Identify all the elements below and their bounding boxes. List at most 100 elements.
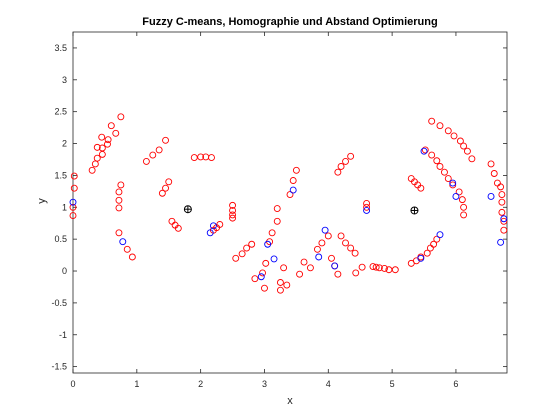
data-point (417, 184, 425, 192)
data-point (315, 253, 323, 261)
x-tick-label: 0 (70, 379, 75, 389)
y-tick-label: 2 (62, 139, 67, 149)
data-point (498, 198, 506, 206)
plot-area: 0 1 2 3 4 5 6 -1.5 -1 -0.5 0 0.5 1 1.5 2 2.5 3 3.5 (51, 31, 508, 389)
y-tick-label: -0.5 (51, 298, 67, 308)
data-point (208, 154, 215, 162)
data-point (117, 113, 125, 121)
data-point (270, 255, 278, 263)
data-point (286, 191, 294, 198)
y-tick-label: 0 (62, 266, 67, 276)
data-point (112, 129, 120, 137)
data-point (337, 232, 345, 240)
data-point (289, 186, 297, 194)
data-point (158, 189, 166, 197)
data-point (70, 184, 78, 192)
data-point (115, 196, 123, 204)
x-axis-label: x (287, 395, 293, 407)
data-point (342, 239, 349, 247)
data-point (463, 147, 471, 155)
data-point (337, 163, 345, 170)
data-point (283, 281, 291, 289)
x-tick-label: 4 (326, 379, 331, 389)
data-point (363, 200, 371, 207)
data-point (206, 229, 214, 237)
data-point (430, 240, 438, 248)
data-point (313, 245, 321, 253)
cluster-center-marker (183, 205, 192, 214)
data-point (243, 244, 251, 252)
data-point (229, 214, 237, 222)
data-point (487, 192, 495, 200)
data-point (420, 147, 428, 155)
data-point (162, 184, 169, 192)
data-point (347, 152, 355, 160)
data-point (328, 254, 335, 262)
axes-box (72, 31, 508, 374)
data-point (444, 175, 452, 183)
x-tick-label: 5 (390, 379, 395, 389)
data-point (251, 275, 259, 283)
data-point (115, 188, 123, 196)
data-point (273, 217, 281, 225)
data-point (363, 203, 371, 211)
data-point (458, 196, 466, 204)
data-point (352, 269, 360, 277)
data-point (318, 239, 326, 247)
data-point (104, 136, 112, 144)
data-point (497, 238, 505, 246)
data-point (264, 240, 272, 248)
data-point (98, 133, 106, 141)
data-point (276, 279, 284, 286)
data-point (334, 168, 342, 176)
data-point (490, 170, 498, 177)
data-point (119, 238, 127, 246)
x-tick-label: 1 (134, 379, 139, 389)
y-tick-label: 3.5 (54, 43, 67, 53)
data-point (142, 157, 150, 165)
cluster-center-marker (410, 206, 419, 215)
data-point (428, 151, 436, 159)
data-point (375, 264, 383, 272)
data-point (69, 212, 77, 220)
data-point (262, 259, 270, 267)
data-point (229, 211, 237, 219)
data-point (324, 232, 332, 240)
data-point (487, 160, 495, 168)
data-point (128, 253, 136, 261)
y-axis-label: y (36, 198, 48, 204)
data-point (69, 203, 77, 211)
x-tick-label: 6 (453, 379, 458, 389)
data-point (441, 168, 448, 176)
data-point (436, 122, 444, 130)
data-point (498, 208, 506, 216)
data-point (342, 157, 349, 165)
tick-group: 0 1 2 3 4 5 6 -1.5 -1 -0.5 0 0.5 1 1.5 2 2.5 3 3.5 (51, 32, 507, 389)
y-tick-label: 1 (62, 202, 67, 212)
x-tick-label: 2 (198, 379, 203, 389)
data-point (444, 127, 452, 135)
data-point (123, 245, 131, 253)
data-point (428, 117, 436, 125)
data-point (93, 154, 101, 162)
data-point (280, 264, 288, 272)
data-point (433, 235, 441, 243)
data-point (257, 273, 265, 281)
points-layer (69, 113, 508, 294)
data-point (197, 153, 205, 161)
data-point (117, 181, 125, 189)
data-point (423, 249, 431, 257)
data-point (174, 224, 182, 232)
data-point (292, 166, 300, 174)
data-point (372, 263, 380, 271)
data-point (500, 226, 508, 234)
data-point (417, 254, 425, 262)
data-point (455, 188, 463, 196)
data-point (460, 211, 468, 219)
data-point (300, 258, 308, 266)
data-point (460, 142, 468, 150)
data-point (500, 215, 508, 223)
y-tick-label: 0.5 (54, 234, 67, 244)
data-point (289, 177, 297, 184)
